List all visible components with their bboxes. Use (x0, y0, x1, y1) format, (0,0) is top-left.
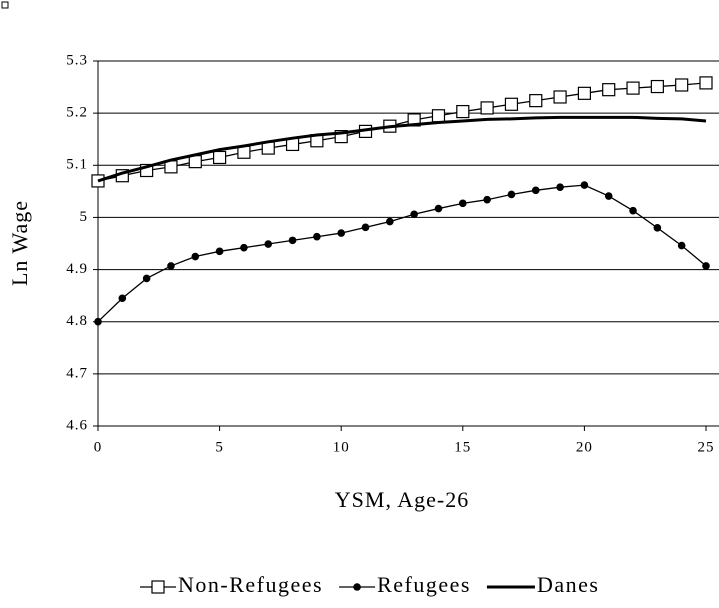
marker-circle (264, 240, 273, 248)
legend-marker (353, 583, 361, 591)
marker-circle (410, 210, 418, 219)
y-tick-label: 5 (80, 209, 89, 225)
legend-label: Refugees (377, 572, 471, 597)
marker-circle (507, 190, 516, 199)
x-tick-label: 5 (215, 439, 224, 455)
y-tick-label: 5.1 (66, 157, 88, 173)
marker-square (602, 83, 616, 97)
y-tick-label: 5.2 (66, 105, 88, 121)
x-tick-label: 25 (698, 439, 715, 455)
marker-square (699, 76, 713, 90)
marker-square (188, 155, 202, 169)
marker-circle (167, 262, 175, 270)
marker-circle (288, 236, 297, 245)
marker-circle (629, 206, 637, 215)
series-line (97, 184, 707, 323)
y-tick-label: 5.3 (66, 52, 88, 68)
legend-label: Non-Refugees (178, 572, 323, 597)
marker-square (504, 97, 519, 111)
y-tick-label: 4.8 (66, 313, 88, 329)
marker-circle (94, 317, 102, 326)
series-line (97, 115, 707, 183)
marker-square (626, 81, 640, 95)
marker-circle (240, 243, 248, 252)
x-tick-label: 0 (94, 439, 103, 455)
marker-circle (702, 262, 710, 270)
marker-circle (337, 229, 346, 237)
marker-circle (604, 192, 613, 200)
marker-circle (459, 199, 467, 208)
marker-square (650, 79, 664, 94)
marker-square (480, 101, 494, 115)
x-tick-label: 20 (576, 439, 593, 455)
marker-circle (483, 195, 491, 204)
marker-square (553, 90, 567, 104)
marker-circle (215, 247, 224, 256)
y-tick-label: 4.7 (66, 365, 88, 381)
legend-marker (151, 580, 165, 594)
marker-square (213, 150, 227, 165)
marker-circle (142, 274, 151, 283)
y-tick-label: 4.6 (66, 417, 88, 433)
marker-square (456, 104, 470, 119)
marker-square (675, 78, 689, 92)
corner-handle (1, 1, 9, 9)
marker-circle (580, 181, 589, 189)
marker-circle (313, 232, 321, 241)
marker-square (529, 94, 543, 108)
marker-circle (118, 294, 127, 303)
marker-square (577, 86, 592, 100)
marker-circle (677, 241, 686, 250)
marker-circle (556, 183, 564, 191)
y-tick-label: 4.9 (66, 261, 88, 277)
marker-circle (361, 223, 370, 232)
x-tick-label: 15 (454, 439, 471, 455)
y-axis-title: Ln Wage (7, 200, 32, 286)
marker-circle (386, 217, 394, 226)
marker-circle (434, 204, 443, 213)
legend-label: Danes (537, 572, 599, 597)
marker-circle (653, 224, 662, 232)
marker-circle (531, 186, 540, 195)
marker-circle (191, 252, 200, 261)
x-tick-label: 10 (333, 439, 350, 455)
x-axis-title: YSM, Age-26 (335, 487, 469, 512)
marker-square (431, 109, 446, 123)
